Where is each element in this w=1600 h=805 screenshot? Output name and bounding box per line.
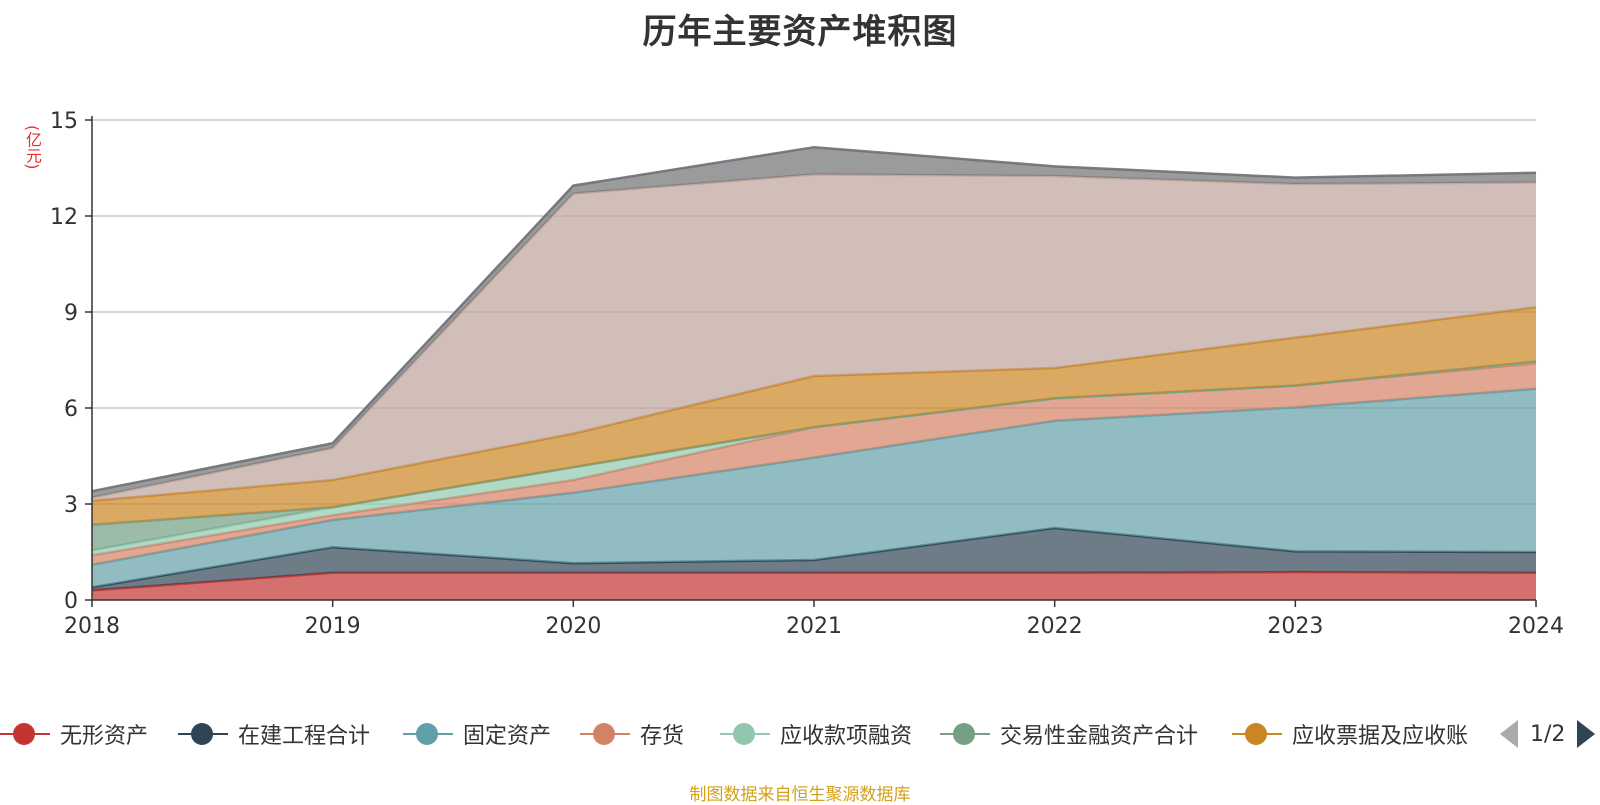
legend-marker-icon xyxy=(940,722,990,746)
legend-label: 在建工程合计 xyxy=(238,724,371,749)
area-chart: 0 3 6 9 12 15 2018 2019 2020 2021 2022 2023 2024 xyxy=(50,109,1564,639)
y-tick-label: 0 xyxy=(64,589,78,614)
area-series-0 xyxy=(92,572,1536,600)
x-tick-label: 2020 xyxy=(545,614,601,639)
area-series-2 xyxy=(92,388,1536,588)
area-series-line-8 xyxy=(91,145,1537,493)
y-tick-label: 15 xyxy=(50,109,78,134)
legend-label: 交易性金融资产合计 xyxy=(1000,724,1199,749)
chart-title: 历年主要资产堆积图 xyxy=(642,12,958,52)
legend-label: 应收款项融资 xyxy=(780,724,913,749)
area-series-7 xyxy=(92,174,1536,501)
x-tick-label: 2023 xyxy=(1267,614,1323,639)
y-tick-label: 9 xyxy=(64,301,78,326)
legend-prev-icon[interactable] xyxy=(1500,720,1518,748)
data-source-note: 制图数据来自恒生聚源数据库 xyxy=(689,785,911,805)
y-tick-label: 3 xyxy=(64,493,78,518)
y-tick-label: 12 xyxy=(50,205,78,230)
legend-item[interactable]: 无形资产 xyxy=(0,718,148,750)
area-series-6 xyxy=(92,307,1536,525)
x-tick-label: 2019 xyxy=(305,614,361,639)
legend-page-indicator: 1/2 xyxy=(1530,721,1566,747)
legend-item[interactable]: 应收票据及应收账 xyxy=(1232,718,1468,750)
legend-marker-icon xyxy=(720,722,770,746)
legend-marker-icon xyxy=(178,722,228,746)
legend-item[interactable]: 固定资产 xyxy=(403,718,551,750)
legend-item[interactable]: 在建工程合计 xyxy=(178,718,370,750)
legend-label: 应收票据及应收账 xyxy=(1292,724,1469,749)
legend-label: 无形资产 xyxy=(60,724,149,749)
legend-next-icon[interactable] xyxy=(1577,720,1596,748)
y-tick-label: 6 xyxy=(64,397,78,422)
y-axis-unit: (亿元) xyxy=(23,124,42,170)
legend-pager: 1/2 xyxy=(1500,718,1596,750)
x-tick-label: 2021 xyxy=(786,614,842,639)
legend: 无形资产 在建工程合计 固定资产 存货 应收款项融资 交易性金融资产合计 应收票据及应收账 xyxy=(0,718,1600,750)
legend-label: 存货 xyxy=(640,724,685,749)
legend-label: 固定资产 xyxy=(463,724,552,749)
legend-marker-icon xyxy=(580,722,630,746)
x-tick-label: 2018 xyxy=(64,614,120,639)
legend-marker-icon xyxy=(0,722,50,746)
legend-item[interactable]: 交易性金融资产合计 xyxy=(940,718,1198,750)
legend-item[interactable]: 应收款项融资 xyxy=(720,718,912,750)
x-tick-label: 2024 xyxy=(1508,614,1564,639)
area-series-1 xyxy=(92,528,1536,591)
legend-marker-icon xyxy=(403,722,453,746)
legend-item[interactable]: 存货 xyxy=(580,718,684,750)
area-series-3 xyxy=(92,363,1536,565)
legend-marker-icon xyxy=(1232,722,1282,746)
x-tick-label: 2022 xyxy=(1027,614,1083,639)
